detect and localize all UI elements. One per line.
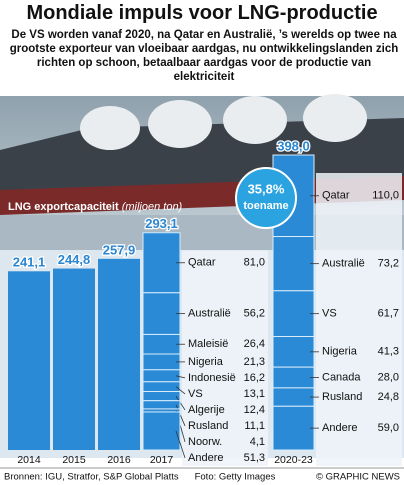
value-label: 293,1: [145, 216, 178, 231]
segment-name: Canada: [322, 371, 361, 383]
segment-name: Australië: [322, 258, 365, 270]
bar-segment: [272, 387, 315, 407]
segment-value: 26,4: [244, 338, 265, 350]
ship-domes: [80, 94, 367, 150]
bar: [8, 271, 50, 450]
axis-label: LNG exportcapaciteit: [8, 201, 119, 213]
axis-unit: (miljoen ton): [122, 201, 183, 213]
bar-segment: [142, 369, 181, 383]
photo-credit: Foto: Getty Images: [195, 472, 276, 483]
segment-name: Qatar: [322, 190, 350, 202]
bar-segment: [142, 353, 181, 371]
segment-name: Nigeria: [188, 356, 224, 368]
bar-segment: [142, 391, 181, 402]
segment-value: 41,3: [378, 346, 399, 358]
connector: [175, 430, 186, 459]
segment-name: Rusland: [322, 391, 362, 403]
axis-title: LNG exportcapaciteit (miljoen ton): [8, 201, 183, 213]
value-label: 257,9: [103, 242, 136, 257]
bar-segment: [142, 232, 181, 294]
segment-name: Algerije: [188, 404, 225, 416]
segment-value: 61,7: [378, 308, 399, 320]
bar-segment: [272, 405, 315, 451]
segment-name: Andere: [188, 452, 223, 464]
connector: [175, 386, 186, 395]
segment-value: 4,1: [250, 436, 265, 448]
x-tick-label: 2014: [17, 454, 41, 466]
segment-name: Qatar: [188, 257, 216, 269]
segment-name: VS: [322, 308, 337, 320]
bar-segment: [142, 333, 181, 355]
segment-name: Nigeria: [322, 346, 358, 358]
x-tick-label: 2015: [62, 454, 86, 466]
segment-value: 11,1: [244, 420, 265, 432]
value-label: 398,0: [277, 138, 310, 153]
label-panel: [316, 173, 402, 466]
segment-value: 59,0: [378, 422, 399, 434]
segment-name: Indonesië: [188, 372, 236, 384]
x-tick-label: 2017: [150, 454, 174, 466]
segment-value: 51,3: [244, 452, 265, 464]
marks: 2014 241,1 2015 244,8 2016 257,9 2017 Qatar 81,0…: [8, 137, 402, 466]
badge-value: 35,8%: [248, 181, 285, 196]
segment-name: VS: [188, 388, 203, 400]
segment-name: Maleisië: [188, 338, 228, 350]
connector: [175, 375, 186, 379]
segment-name: Noorw.: [188, 436, 222, 448]
title: Mondiale impuls voor LNG-productie: [26, 2, 378, 24]
bar-segment: [142, 292, 181, 335]
segment-value: 21,3: [244, 356, 265, 368]
segment-name: Andere: [322, 422, 357, 434]
badge-label: toename: [243, 200, 288, 212]
x-tick-label: 2016: [107, 454, 131, 466]
segment-value: 73,2: [378, 258, 399, 270]
value-label: 241,1: [13, 255, 46, 270]
bar-segment: [272, 290, 315, 338]
bar-segment: [142, 411, 181, 451]
bar-segment: [272, 366, 315, 389]
segment-value: 13,1: [244, 388, 265, 400]
bar-segment: [272, 236, 315, 292]
label-panel: [182, 250, 268, 466]
copyright: © GRAPHIC NEWS: [316, 472, 400, 483]
segment-value: 16,2: [244, 372, 265, 384]
segment-value: 81,0: [244, 257, 265, 269]
bar-segment: [272, 336, 315, 368]
x-tick-label: 2020-23: [274, 454, 313, 466]
badge: [235, 167, 297, 229]
bar: [98, 258, 140, 450]
segment-name: Rusland: [188, 420, 228, 432]
bar: [53, 268, 95, 450]
bar-segment: [142, 381, 181, 393]
segment-value: 56,2: [244, 308, 265, 320]
sources: Bronnen: IGU, Stratfor, S&P Global Platt…: [4, 472, 179, 483]
bar-segment: [142, 400, 181, 410]
segment-value: 12,4: [244, 404, 265, 416]
segment-value: 28,0: [378, 371, 399, 383]
segment-value: 24,8: [378, 391, 399, 403]
segment-value: 110,0: [372, 190, 399, 202]
value-label: 244,8: [58, 252, 91, 267]
segment-name: Australië: [188, 308, 231, 320]
subtitle: De VS worden vanaf 2020, na Qatar en Aus…: [9, 29, 399, 83]
